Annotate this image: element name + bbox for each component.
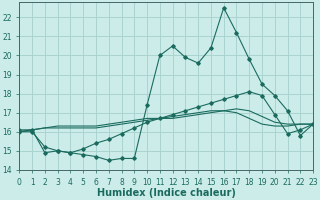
X-axis label: Humidex (Indice chaleur): Humidex (Indice chaleur) bbox=[97, 188, 236, 198]
